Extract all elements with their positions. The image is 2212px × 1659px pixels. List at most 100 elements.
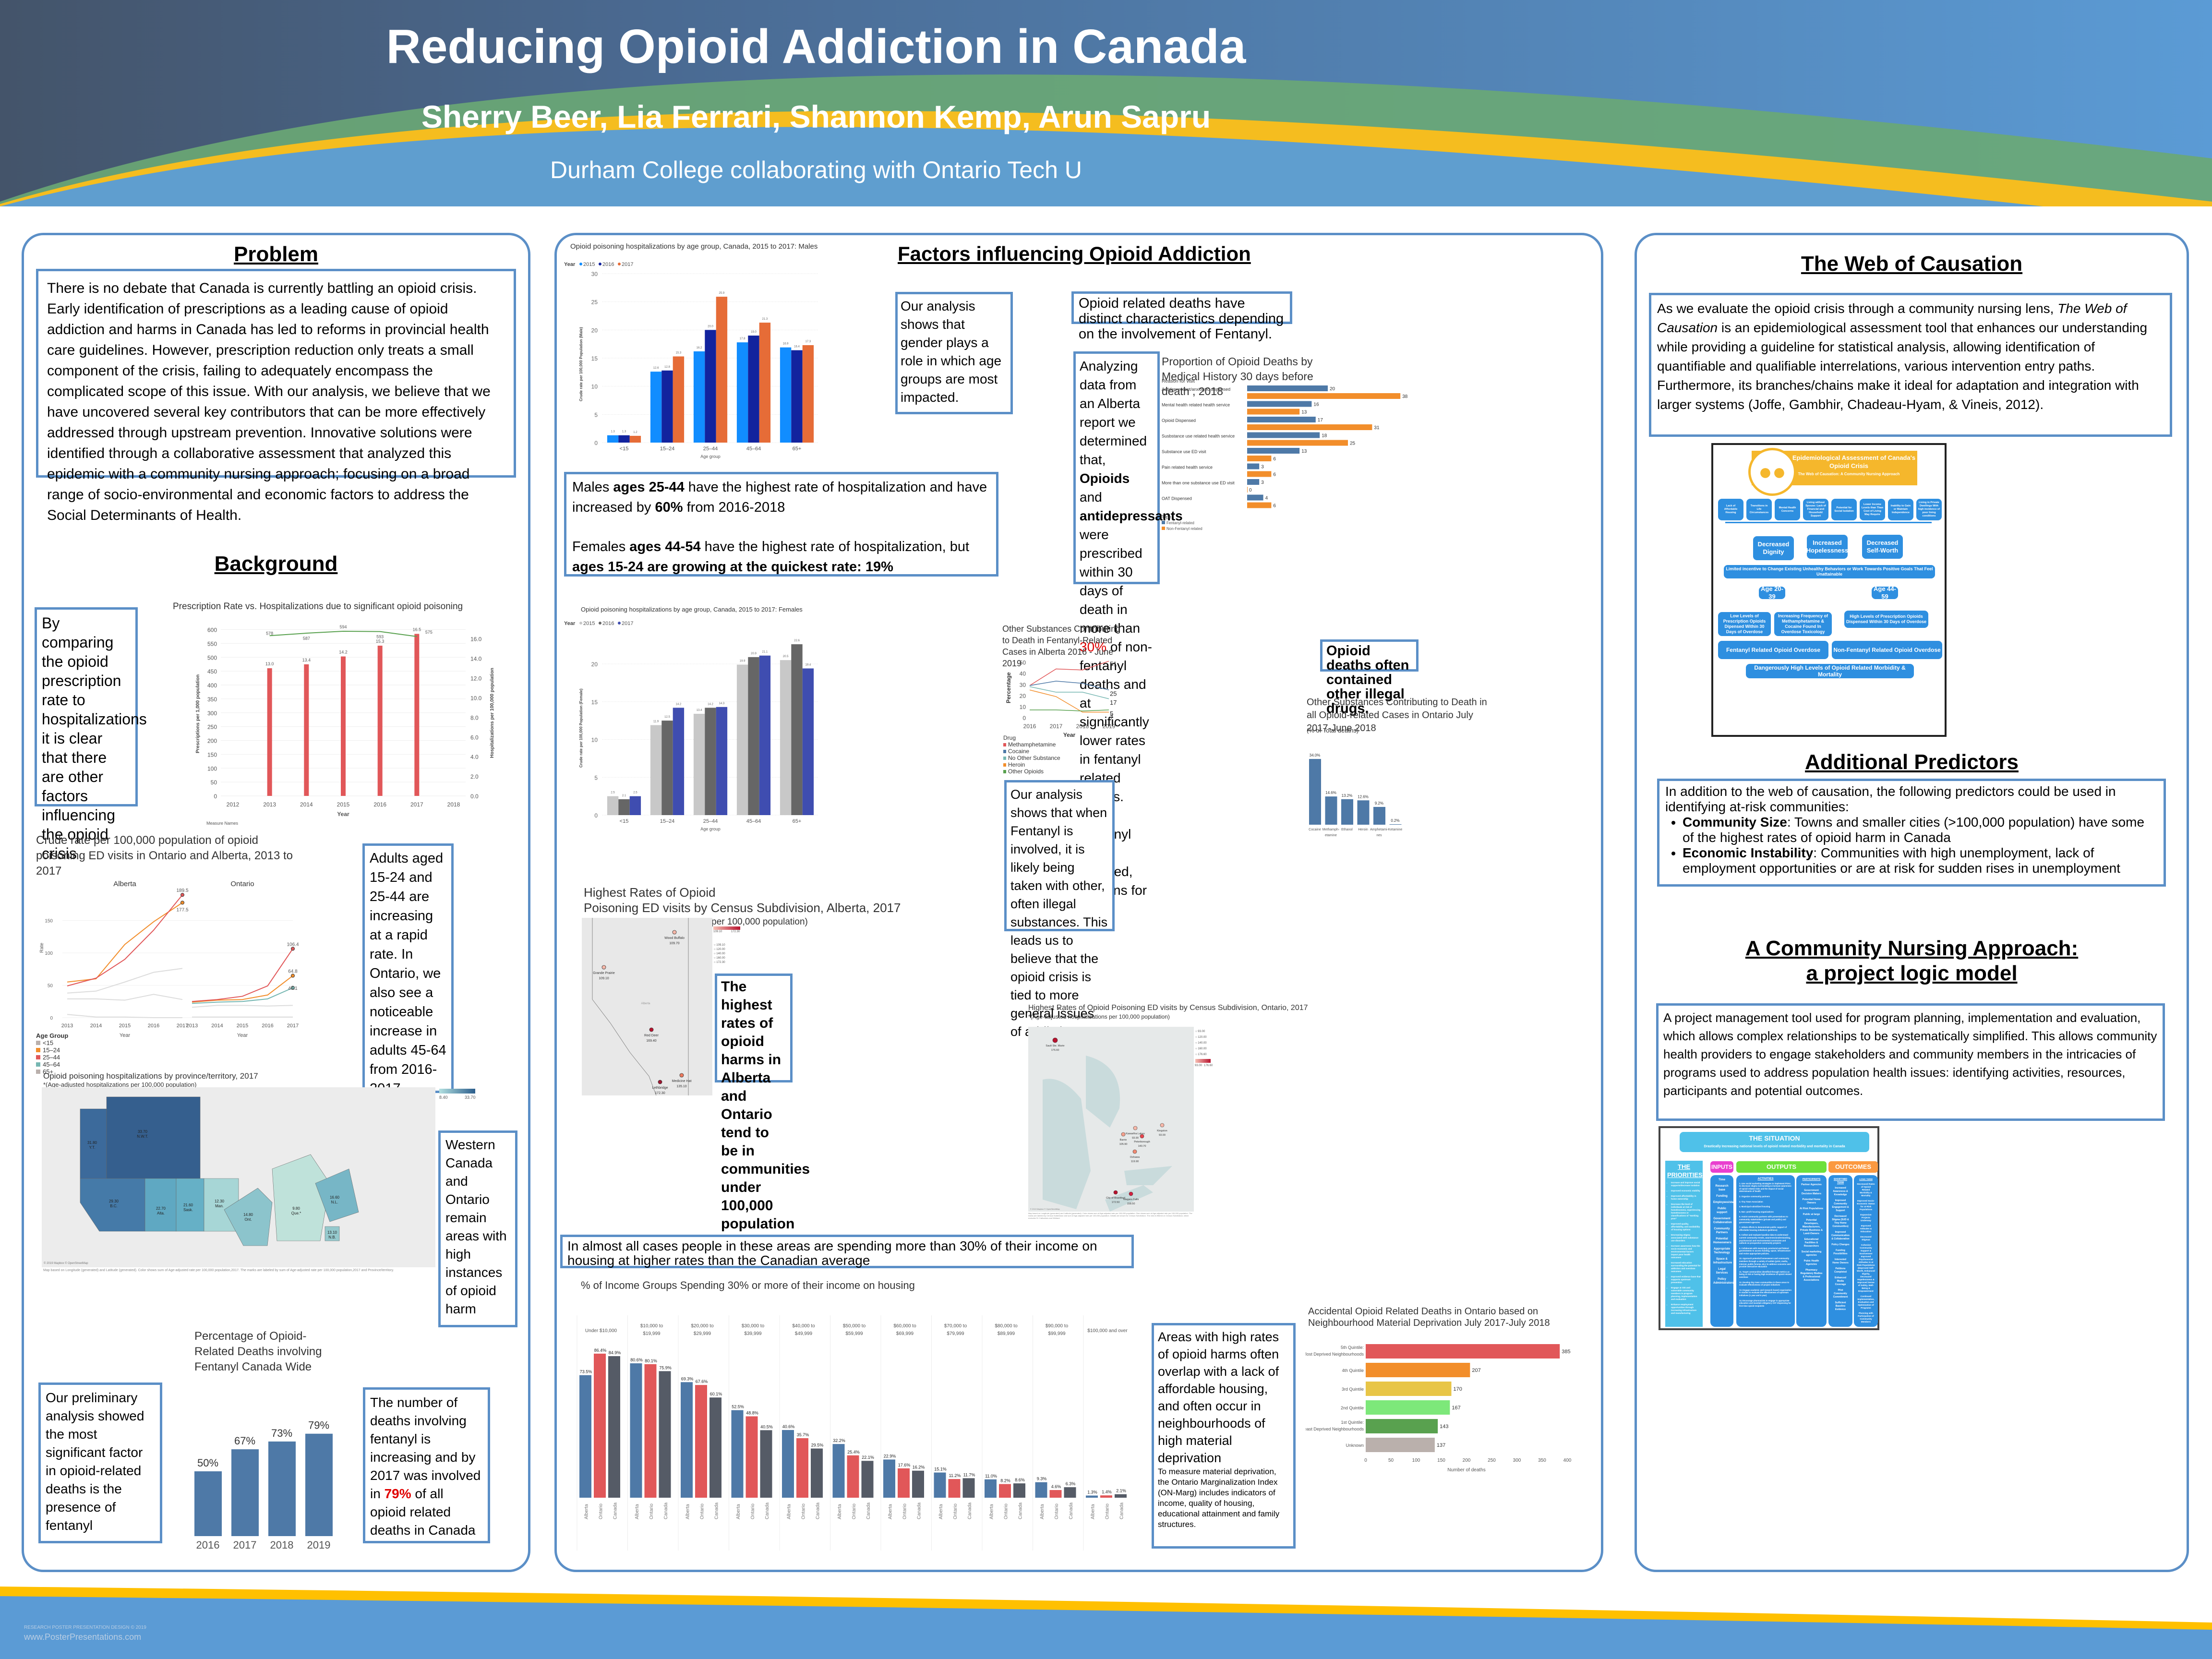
data-label: 31 — [1374, 425, 1380, 431]
city-marker — [649, 1027, 654, 1032]
ontario-map-subtitle: *(Age-adjusted hospitalizations per 100,… — [1028, 1013, 1170, 1020]
end-point — [291, 947, 295, 951]
bar-Canada — [1013, 1483, 1025, 1498]
t: Drastically Increasing national levels o… — [1704, 1145, 1845, 1148]
bar-substance — [1325, 796, 1337, 825]
x-tick-label: 2014 — [211, 1023, 223, 1029]
priority-item: Decrease the level of individuals at ris… — [1671, 1203, 1701, 1220]
x-axis-title: Year — [237, 1033, 248, 1038]
x-tick-label: 2017 — [177, 1023, 188, 1029]
bar-2016 — [791, 644, 803, 815]
legend-dot — [599, 622, 601, 625]
males-statement: Males ages 25-44 have the highest rate o… — [572, 477, 990, 517]
data-label: 52.5% — [732, 1405, 744, 1409]
legend-item: 25–44 — [36, 1054, 68, 1061]
bar-Fentanyl-related — [1247, 417, 1316, 422]
map-credit: © 2019 Mapbox © OpenStreetMap — [44, 1262, 88, 1265]
data-label: 20.0 — [708, 325, 713, 328]
inputs-header: INPUTS — [1710, 1161, 1733, 1173]
data-label: 593 — [376, 635, 384, 639]
chart-title-ontario-substances: Other Substances Contributing to Death i… — [1307, 697, 1487, 733]
series-line-25–44 — [192, 948, 293, 1002]
data-label: 16.4 — [794, 346, 800, 349]
province-value: 22.70 — [156, 1206, 166, 1211]
series-line-Heroin — [1029, 689, 1109, 713]
deprivation-small: To measure material deprivation, the Ont… — [1158, 1467, 1280, 1529]
province-N.L. — [315, 1168, 359, 1222]
legend-title: Year — [564, 621, 576, 626]
x-tick-label: 2013 — [61, 1023, 73, 1029]
bar-Alberta — [579, 1375, 591, 1498]
data-label: 32.2% — [833, 1438, 845, 1443]
x-tick-label: Alberta — [685, 1504, 691, 1519]
x-tick-label: Ontario — [801, 1503, 806, 1519]
end-point — [180, 893, 184, 897]
x-tick-label: 2017 — [410, 801, 423, 808]
bar-fentanyl — [305, 1433, 333, 1536]
x-tick-label: 2018 — [1076, 723, 1089, 730]
y-tick-label: 400 — [207, 682, 217, 689]
size-legend-item: ○ 160.00 — [714, 957, 725, 960]
box-dignity: Decreased Dignity — [1753, 536, 1794, 560]
bar-2016 — [661, 370, 673, 443]
ontario-legend-min: 93.00 — [1195, 1064, 1202, 1067]
x-tick-label: Alberta — [938, 1504, 944, 1519]
legend-label: 2017 — [622, 621, 633, 626]
data-label: 177.5 — [176, 907, 188, 913]
province-value: 16.60 — [330, 1195, 340, 1200]
x-tick-label: 2015 — [237, 1023, 248, 1029]
box-increasing-freq: Increasing Frequency of Methamphetamine … — [1774, 612, 1832, 636]
data-label: 11.2% — [949, 1473, 961, 1478]
city-value: 119.90 — [1131, 1160, 1139, 1163]
x-tick-label: Alberta — [837, 1504, 842, 1519]
participants-title: PARTICIPANTS — [1802, 1178, 1821, 1181]
group-label: $49,999 — [795, 1331, 813, 1336]
footer-website: www.PosterPresentations.com — [24, 1632, 142, 1642]
data-label: 6.3% — [1066, 1481, 1076, 1486]
x-tick-label: 25–44 — [703, 446, 718, 452]
x-tick-label: 2017 — [1050, 723, 1063, 730]
x-tick-label: <15 — [620, 446, 629, 452]
x-tick-label: Canada — [1018, 1503, 1023, 1519]
data-label: 16.5 — [413, 627, 421, 632]
province-value: 29.30 — [109, 1199, 119, 1203]
legend-swatch — [1003, 743, 1006, 746]
note-text: The number of deaths involving fentanyl … — [370, 1395, 481, 1501]
category-label: OAT Dispensed — [1162, 496, 1192, 501]
footer-waves — [0, 1587, 2212, 1659]
data-label: 17 — [1318, 418, 1323, 423]
city-value: 172.30 — [655, 1092, 665, 1095]
city-marker — [672, 930, 677, 935]
bar-fentanyl — [268, 1441, 296, 1536]
legend-swatch — [1003, 750, 1006, 753]
t: Opioid Crisis — [1829, 462, 1868, 469]
chart-title-fentanyl: Percentage of Opioid-Related Deaths invo… — [194, 1330, 322, 1373]
x-tick-label: Alberta — [584, 1504, 589, 1519]
bar-Non-Fentanyl related — [1247, 409, 1300, 415]
x-tick-label: Alberta — [736, 1504, 741, 1519]
canada-map-subtitle: *(Age-adjusted hospitalizations per 100,… — [43, 1081, 197, 1088]
data-label: 14.6% — [1325, 791, 1336, 795]
x-tick-label: Ontario — [700, 1503, 705, 1519]
blue-arc — [0, 127, 2212, 206]
data-label: 587 — [303, 636, 310, 641]
outputs-header: OUTPUTS — [1736, 1161, 1827, 1173]
bar-Ontario — [695, 1385, 707, 1498]
end-label: 7 — [1110, 713, 1113, 720]
t: As we evaluate the opioid crisis through… — [1657, 301, 2058, 316]
people-icon: ●● — [1748, 448, 1796, 496]
x-axis-title: Year — [337, 811, 349, 817]
legend-label: 45–64 — [43, 1061, 60, 1068]
y-tick-label: 600 — [207, 627, 217, 634]
group-label: $79,999 — [947, 1331, 964, 1336]
x-tick-label: 65+ — [793, 446, 802, 452]
bar-Ontario — [1100, 1495, 1112, 1498]
data-label: 1.2 — [633, 431, 637, 434]
legend-label: 65+ — [43, 1068, 54, 1075]
y-tick-label: 10 — [591, 384, 598, 390]
data-label: 19.9 — [740, 660, 745, 663]
crude-rate-chart: 0 50 100 150 Rate Alberta 2013 2014 2015 2016 2017… — [39, 880, 299, 1038]
deprivation-main: Areas with high rates of opioid harms of… — [1158, 1330, 1279, 1465]
box-high-levels: High Levels of Prescription Opioids Disp… — [1844, 611, 1928, 628]
x-tick-label: Ketamine — [1388, 828, 1403, 831]
